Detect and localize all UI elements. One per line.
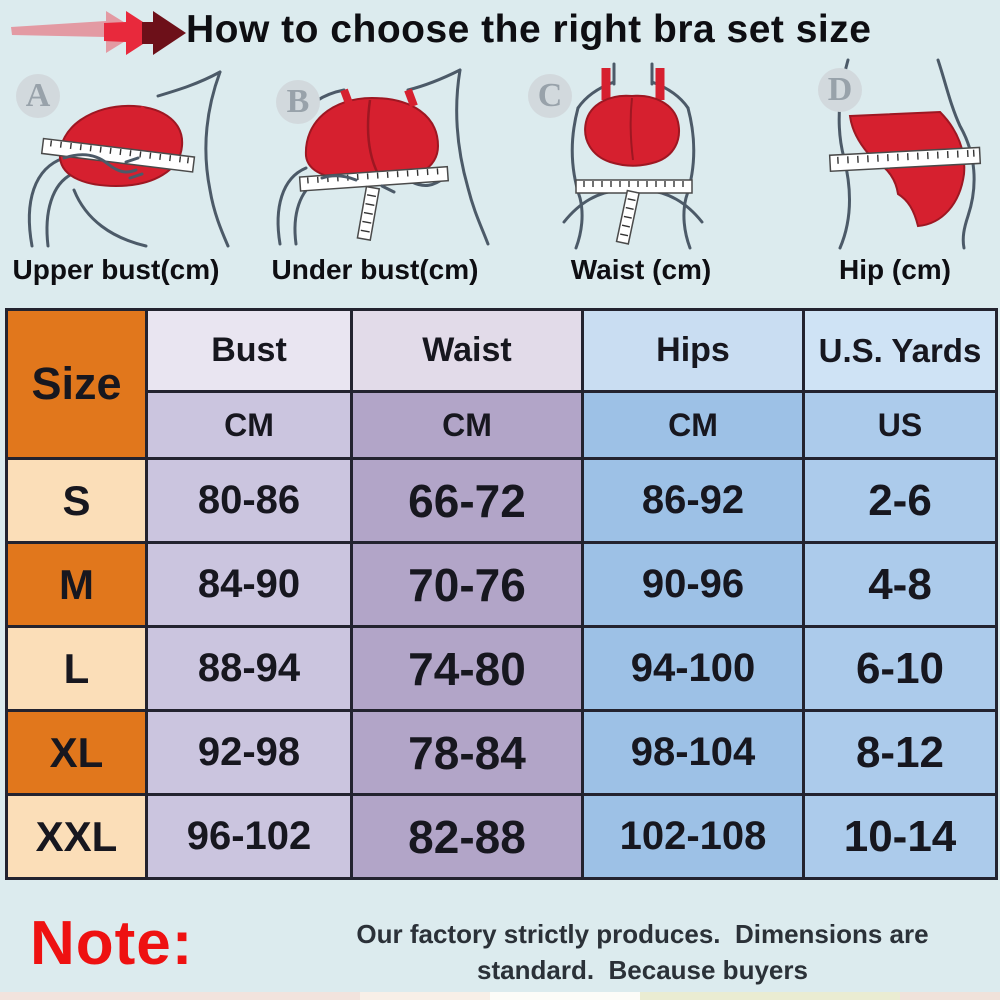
bust-cell: 96-102 [145,793,353,880]
table-row-s: S 80-86 66-72 86-92 2-6 [5,457,998,544]
size-cell: L [5,625,148,712]
waist-cell: 70-76 [350,541,584,628]
bust-header: Bust [145,308,353,393]
figure-letter-badge: A [16,74,60,118]
label-waist: Waist (cm) [570,254,712,285]
under-bust-illustration-icon [276,68,490,246]
bottom-edge-strip [0,992,1000,1000]
size-chart-table: Size Bust Waist Hips U.S. Yards CM CM CM… [5,308,998,880]
hips-cell: 98-104 [581,709,805,796]
waist-illustration-icon [562,62,704,250]
figure-letter-badge: C [528,74,572,118]
hips-cell: 94-100 [581,625,805,712]
bust-cell: 88-94 [145,625,353,712]
label-hip: Hip (cm) [839,254,951,285]
yards-cell: 8-12 [802,709,998,796]
tape-measure [575,179,693,194]
page-title: How to choose the right bra set size [186,8,872,51]
bust-unit: CM [145,390,353,460]
bust-cell: 80-86 [145,457,353,544]
hips-header: Hips [581,308,805,393]
size-cell: S [5,457,148,544]
hips-unit: CM [581,390,805,460]
table-row-l: L 88-94 74-80 94-100 6-10 [5,625,998,712]
tape-measure-end [356,185,381,241]
yards-header: U.S. Yards [802,308,998,393]
size-cell: XL [5,709,148,796]
hips-cell: 86-92 [581,457,805,544]
figure-upper-bust: A [8,62,243,250]
waist-unit: CM [350,390,584,460]
tape-measure-end [615,189,640,245]
figure-waist: C [520,60,745,252]
size-cell: M [5,541,148,628]
yards-cell: 10-14 [802,793,998,880]
table-units-row: CM CM CM US [7,390,998,460]
yards-cell: 2-6 [802,457,998,544]
waist-cell: 74-80 [350,625,584,712]
waist-cell: 78-84 [350,709,584,796]
size-cell: XXL [5,793,148,880]
tape-measure [828,146,982,173]
figure-under-bust: B [262,62,497,250]
table-row-xl: XL 92-98 78-84 98-104 8-12 [5,709,998,796]
waist-cell: 66-72 [350,457,584,544]
upper-bust-illustration-icon [27,70,230,248]
bust-cell: 84-90 [145,541,353,628]
note-text: Our factory strictly produces. Dimension… [295,916,990,1000]
yards-unit: US [802,390,998,460]
figure-hip: D [790,56,995,252]
bust-cell: 92-98 [145,709,353,796]
figure-letter-badge: B [276,80,320,124]
table-header-row: Size Bust Waist Hips U.S. Yards [5,308,998,460]
figure-letter-badge: D [818,68,862,112]
yards-cell: 6-10 [802,625,998,712]
tape-measure [40,137,196,173]
yards-cell: 4-8 [802,541,998,628]
label-upper-bust: Upper bust(cm) [12,254,220,285]
table-row-xxl: XXL 96-102 82-88 102-108 10-14 [5,793,998,880]
tape-measure [298,165,450,192]
hips-cell: 102-108 [581,793,805,880]
triple-arrow-icon [11,11,186,55]
table-row-m: M 84-90 70-76 90-96 4-8 [5,541,998,628]
label-under-bust: Under bust(cm) [271,254,479,285]
waist-cell: 82-88 [350,793,584,880]
size-corner-header: Size [5,308,148,460]
waist-header: Waist [350,308,584,393]
note-label: Note: [30,909,194,978]
hips-cell: 90-96 [581,541,805,628]
note-line1: Our factory strictly produces. Dimension… [356,919,936,985]
